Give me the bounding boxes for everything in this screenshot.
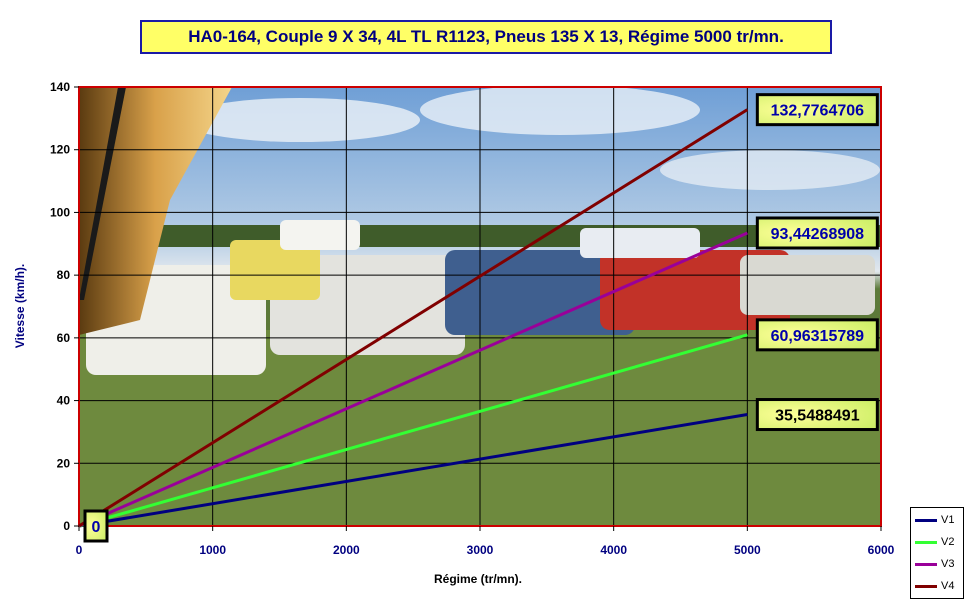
legend-label: V3	[941, 558, 955, 570]
end-label-v4: 132,7764706	[755, 93, 879, 127]
origin-label-text: 0	[92, 519, 101, 536]
y-axis-label: Vitesse (km/h).	[13, 264, 27, 348]
y-tick-label: 100	[50, 205, 70, 219]
x-tick-label: 4000	[600, 543, 627, 557]
y-axis-ticks: 0 20 40 60 80 100 120 140	[50, 80, 79, 533]
end-label-text: 93,44268908	[771, 226, 865, 243]
end-label-box	[755, 398, 879, 432]
legend-item-v2: V2	[915, 535, 954, 549]
x-tick-label: 1000	[199, 543, 226, 557]
y-tick-label: 20	[57, 456, 71, 470]
end-label-box	[755, 216, 879, 250]
y-tick-label: 80	[57, 268, 71, 282]
origin-label: 0	[83, 509, 109, 543]
x-tick-label: 6000	[868, 543, 895, 557]
series-line-v3	[78, 231, 748, 528]
legend-label: V2	[941, 536, 955, 548]
end-label-text: 60,96315789	[771, 328, 865, 345]
legend-label: V1	[941, 514, 955, 526]
x-tick-label: 0	[76, 543, 83, 557]
series-line-v2	[78, 333, 748, 528]
x-axis-label: Régime (tr/mn).	[434, 572, 522, 586]
legend-swatch	[915, 562, 937, 566]
y-tick-label: 0	[63, 519, 70, 533]
series-lines	[78, 108, 749, 528]
x-tick-label: 3000	[467, 543, 494, 557]
legend-swatch	[915, 584, 937, 588]
y-tick-label: 140	[50, 80, 70, 94]
x-tick-label: 5000	[734, 543, 761, 557]
legend-swatch	[915, 518, 937, 522]
x-axis-ticks: 0 1000 2000 3000 4000 5000 6000	[76, 526, 895, 557]
legend-label: V4	[941, 580, 955, 592]
legend-item-v4: V4	[915, 579, 954, 593]
x-tick-label: 2000	[333, 543, 360, 557]
legend-swatch	[915, 540, 937, 544]
legend-item-v1: V1	[915, 513, 954, 527]
legend-item-v3: V3	[915, 557, 954, 571]
end-label-v1: 35,5488491	[755, 398, 879, 432]
end-value-labels: 35,5488491 60,96315789 93,44268908 132,7764…	[83, 93, 879, 543]
y-tick-label: 120	[50, 143, 70, 157]
end-label-box	[755, 318, 879, 352]
end-label-v2: 60,96315789	[755, 318, 879, 352]
series-line-v4	[78, 108, 749, 528]
end-label-box	[755, 93, 879, 127]
end-label-text: 132,7764706	[771, 103, 865, 120]
series-line-v1	[78, 413, 748, 528]
legend: V1 V2 V3 V4	[910, 507, 964, 599]
chart-title: HA0-164, Couple 9 X 34, 4L TL R1123, Pne…	[140, 20, 832, 54]
end-label-text: 35,5488491	[775, 408, 860, 425]
y-tick-label: 40	[57, 394, 71, 408]
origin-label-box	[83, 509, 109, 543]
y-tick-label: 60	[57, 331, 71, 345]
end-label-v3: 93,44268908	[755, 216, 879, 250]
